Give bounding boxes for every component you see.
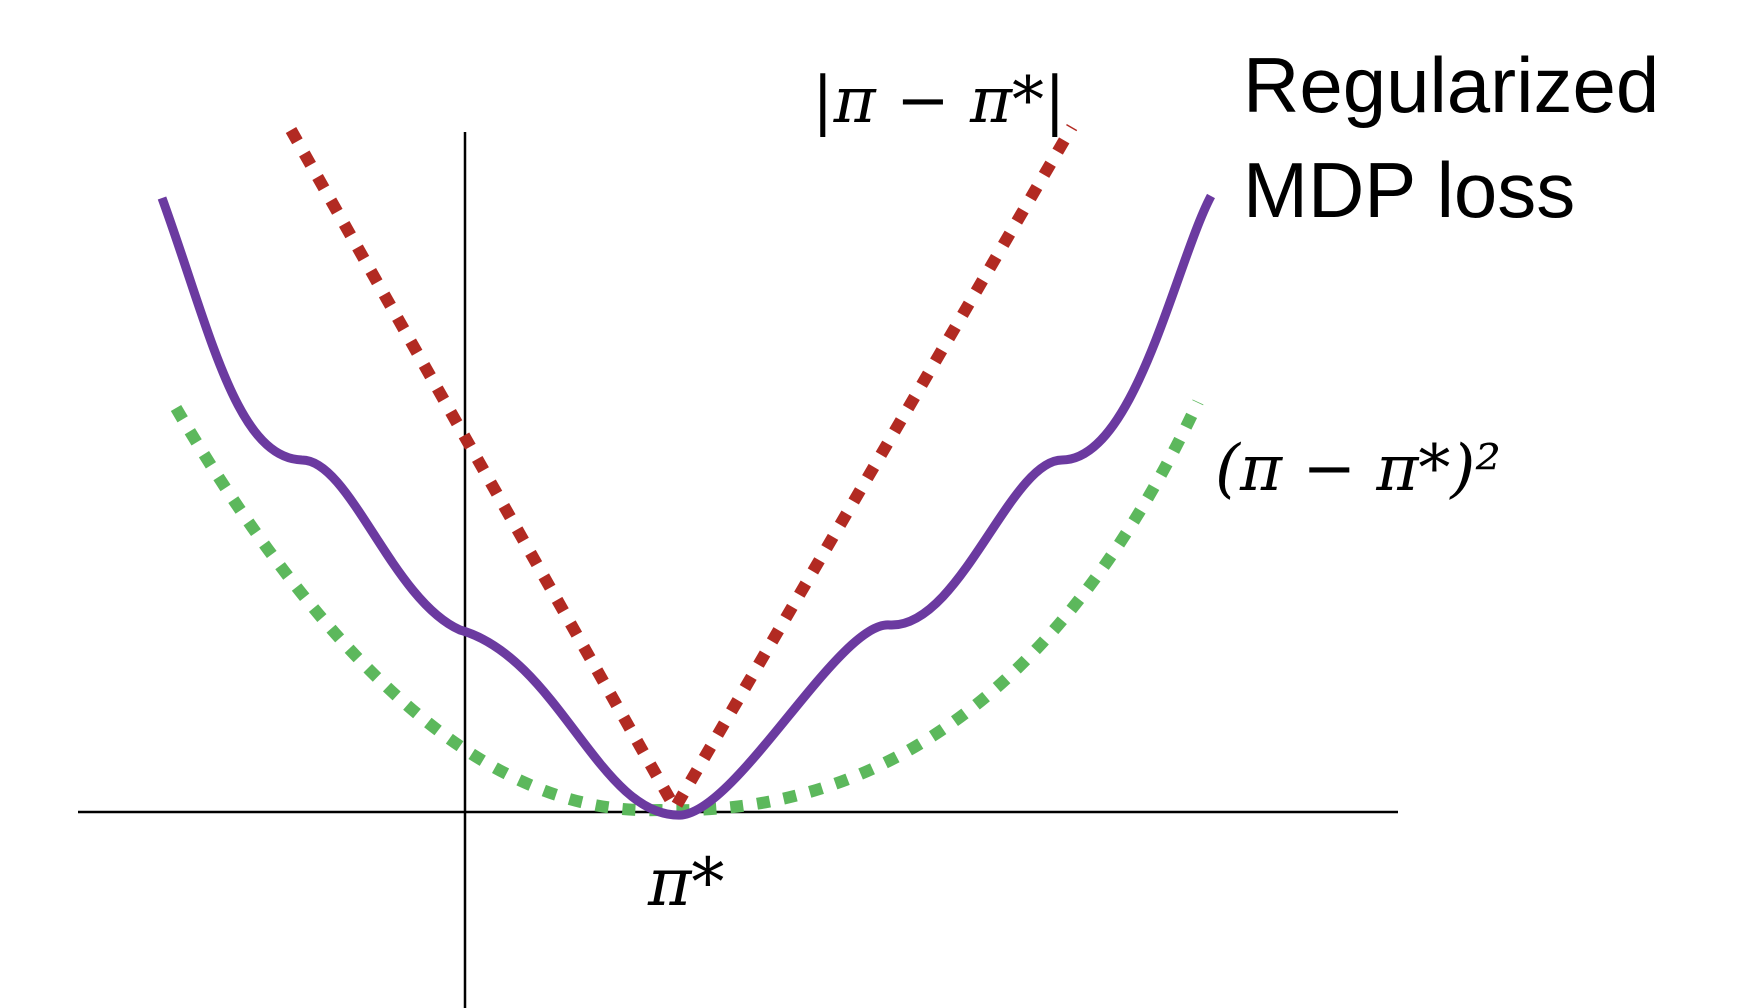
abs-loss-curve — [285, 123, 1078, 821]
abs-loss-label: |π − π*| — [812, 64, 1066, 138]
regularized-loss-curve — [157, 193, 1215, 820]
optimum-label: π* — [647, 844, 724, 921]
regularized-loss-label-line1: Regularized — [1243, 41, 1659, 129]
squared-loss-label: (π − π*)² — [1215, 432, 1501, 506]
regularized-loss-label-line2: MDP loss — [1243, 146, 1575, 234]
